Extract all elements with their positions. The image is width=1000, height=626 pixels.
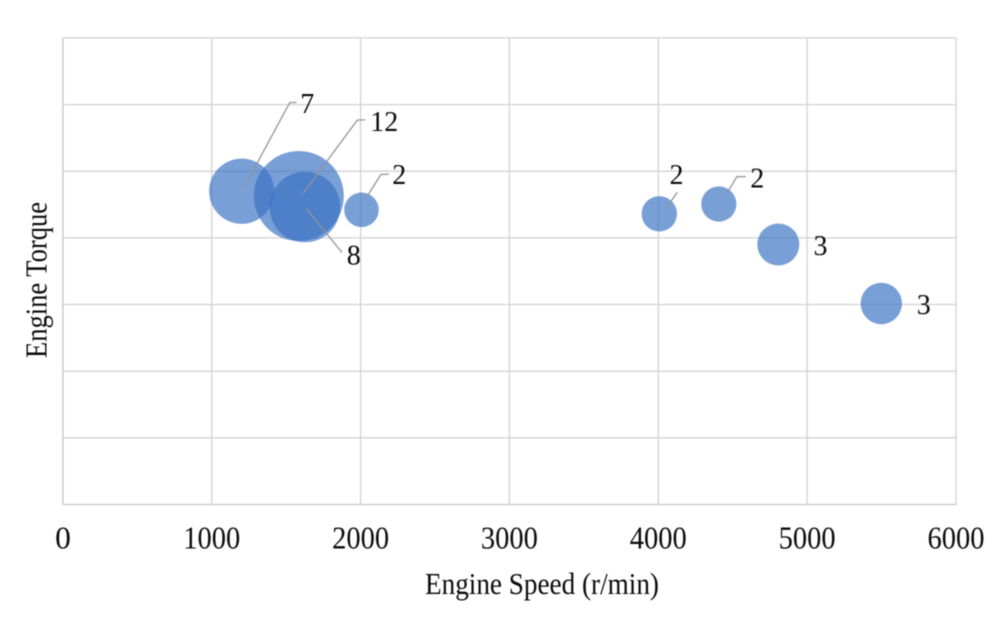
svg-text:2: 2: [750, 163, 764, 194]
svg-text:3: 3: [814, 231, 828, 262]
svg-text:4000: 4000: [630, 520, 687, 555]
svg-text:3: 3: [917, 290, 931, 321]
svg-text:0: 0: [55, 520, 71, 555]
svg-text:7: 7: [300, 89, 314, 120]
svg-text:3000: 3000: [481, 520, 538, 555]
svg-text:12: 12: [370, 107, 398, 138]
svg-text:2: 2: [670, 160, 684, 191]
svg-text:2000: 2000: [332, 520, 389, 555]
svg-text:1000: 1000: [183, 520, 240, 555]
svg-text:Engine Speed (r/min): Engine Speed (r/min): [425, 566, 659, 601]
svg-text:6000: 6000: [928, 520, 985, 555]
svg-text:8: 8: [347, 240, 361, 271]
svg-text:5000: 5000: [779, 520, 836, 555]
svg-text:Engine Torque: Engine Torque: [19, 202, 54, 358]
svg-text:2: 2: [392, 160, 406, 191]
